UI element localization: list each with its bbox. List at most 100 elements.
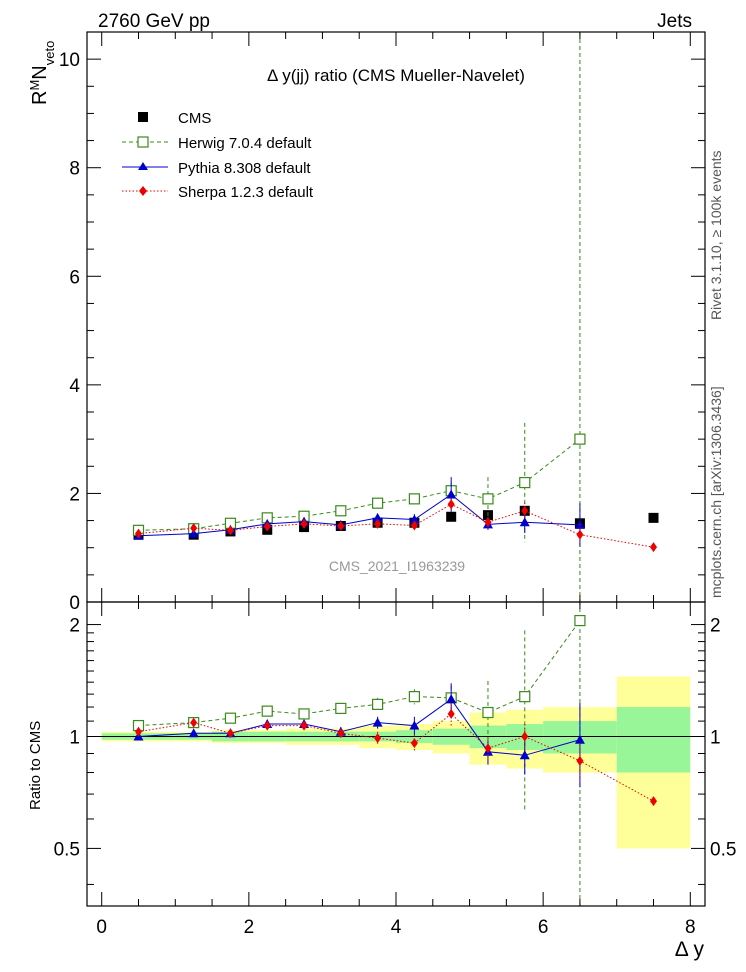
- y-tick-label: 8: [69, 159, 80, 180]
- main-point-herwig: [408, 493, 420, 505]
- ratio-point-pythia: [409, 720, 420, 730]
- ratio-point-sherpa: [337, 728, 345, 739]
- ratio-y-tick-label-right: 1: [710, 727, 721, 748]
- legend-marker-herwig: [137, 136, 149, 148]
- ratio-point-sherpa: [576, 755, 584, 766]
- ratio-y-tick-label-right: 0.5: [710, 839, 736, 860]
- ratio-point-pythia: [446, 694, 457, 704]
- legend-marker-sherpa: [139, 186, 147, 196]
- main-line-herwig: [138, 438, 581, 531]
- ratio-point-sherpa: [521, 731, 529, 742]
- ratio-point-sherpa: [374, 733, 382, 744]
- ratio-point-sherpa: [410, 738, 418, 749]
- x-tick-label: 8: [685, 917, 696, 938]
- main-point-herwig: [372, 497, 384, 509]
- main-line-pythia: [138, 493, 580, 537]
- main-point-sherpa: [337, 521, 345, 531]
- main-point-herwig: [519, 476, 531, 489]
- mcplots-label: mcplots.cern.ch [arXiv:1306.3436]: [708, 386, 724, 598]
- ratio-panel-data: [132, 602, 657, 906]
- main-point-sherpa: [447, 499, 455, 510]
- main-point-cms: [446, 511, 457, 522]
- x-tick-label: 4: [391, 917, 402, 938]
- main-point-cms: [648, 512, 659, 523]
- analysis-watermark: CMS_2021_I1963239: [329, 558, 465, 574]
- ratio-uncertainty-bands: [101, 676, 691, 849]
- ratio-point-herwig: [261, 705, 273, 717]
- legend-entry-cms: CMS: [138, 110, 211, 127]
- legend-entry-pythia: Pythia 8.308 default: [122, 160, 311, 177]
- legend-label-sherpa: Sherpa 1.2.3 default: [178, 184, 314, 201]
- ratio-point-sherpa: [190, 717, 198, 728]
- main-panel-data: [132, 32, 659, 602]
- ratio-point-sherpa: [226, 728, 234, 739]
- ratio-y-tick-label-right: 2: [710, 616, 721, 637]
- y-tick-label: 2: [69, 484, 80, 505]
- main-point-herwig: [574, 433, 586, 445]
- ratio-point-sherpa: [263, 720, 271, 731]
- plot-title: Δ y(jj) ratio (CMS Mueller-Navelet): [267, 66, 525, 85]
- x-tick-label: 0: [96, 917, 107, 938]
- main-point-herwig: [482, 493, 494, 505]
- ratio-point-herwig: [298, 708, 310, 720]
- ratio-y-tick-label: 1: [69, 727, 80, 748]
- legend-label-pythia: Pythia 8.308 default: [178, 160, 311, 177]
- main-point-sherpa: [576, 529, 584, 540]
- axis-ticks: [87, 31, 705, 906]
- main-point-sherpa: [484, 517, 492, 528]
- legend-entry-sherpa: Sherpa 1.2.3 default: [122, 184, 314, 201]
- ratio-point-herwig: [574, 614, 586, 627]
- y-tick-label: 4: [69, 376, 80, 397]
- main-point-sherpa: [374, 518, 382, 529]
- main-point-sherpa: [190, 523, 198, 534]
- main-ylabel: RMNveto: [27, 41, 57, 105]
- ratio-y-tick-label: 0.5: [54, 839, 80, 860]
- ratio-point-pythia: [188, 728, 199, 738]
- main-point-sherpa: [521, 505, 529, 516]
- ratio-point-sherpa: [300, 720, 308, 731]
- jets-label: Jets: [657, 11, 692, 32]
- ratio-line-herwig: [138, 620, 581, 727]
- main-point-pythia: [446, 489, 457, 499]
- ratio-point-pythia: [574, 734, 585, 744]
- ratio-point-herwig: [482, 706, 494, 719]
- ratio-point-herwig: [519, 691, 531, 703]
- ratio-ylabel: Ratio to CMS: [27, 721, 44, 810]
- main-point-sherpa: [650, 542, 657, 553]
- legend-label-cms: CMS: [178, 110, 211, 127]
- ratio-point-herwig: [372, 698, 384, 710]
- main-point-sherpa: [263, 521, 271, 532]
- ratio-point-herwig: [224, 712, 237, 724]
- main-point-herwig: [335, 505, 347, 517]
- y-tick-label: 6: [69, 267, 80, 288]
- legend: CMS Herwig 7.0.4 default Pythia 8.308 de…: [122, 110, 314, 201]
- main-point-pythia: [409, 514, 420, 524]
- x-tick-label: 2: [244, 917, 255, 938]
- legend-entry-herwig: Herwig 7.0.4 default: [122, 135, 312, 152]
- rivet-version-label: Rivet 3.1.10, ≥ 100k events: [708, 150, 724, 320]
- ratio-point-herwig: [408, 691, 420, 703]
- x-tick-label: 6: [538, 917, 549, 938]
- legend-marker-pythia: [138, 162, 148, 170]
- main-point-sherpa: [410, 520, 418, 531]
- ratio-point-sherpa: [447, 708, 455, 719]
- ratio-band-inner: [616, 707, 691, 773]
- ratio-point-pythia: [519, 750, 530, 760]
- ratio-xlabel: Δ y: [675, 938, 705, 961]
- ratio-line-pythia: [138, 698, 581, 756]
- y-tick-label: 0: [69, 593, 80, 614]
- main-point-sherpa: [226, 525, 234, 536]
- legend-label-herwig: Herwig 7.0.4 default: [178, 135, 312, 152]
- ratio-point-herwig: [335, 702, 347, 714]
- main-point-sherpa: [135, 528, 142, 539]
- y-tick-label: 10: [59, 50, 80, 71]
- ratio-y-tick-label: 2: [69, 616, 80, 637]
- main-point-sherpa: [300, 518, 308, 529]
- main-point-pythia: [372, 512, 383, 522]
- ratio-point-pythia: [372, 717, 383, 727]
- energy-label: 2760 GeV pp: [98, 11, 210, 32]
- ratio-point-sherpa: [135, 726, 142, 737]
- ratio-point-sherpa: [484, 743, 492, 754]
